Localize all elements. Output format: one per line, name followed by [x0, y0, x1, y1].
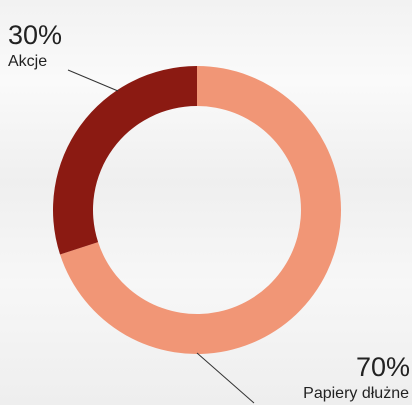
- slice-akcje: [52, 66, 197, 255]
- slice-label-papiery: Papiery dłużne: [303, 385, 409, 402]
- slice-percent-papiery: 70%: [356, 352, 410, 382]
- leader-line-akcje: [67, 69, 119, 92]
- slice-label-akcje: Akcje: [8, 53, 47, 70]
- donut-slices: [52, 66, 342, 354]
- slice-percent-akcje: 30%: [8, 20, 62, 50]
- leader-line-papiery: [196, 352, 255, 404]
